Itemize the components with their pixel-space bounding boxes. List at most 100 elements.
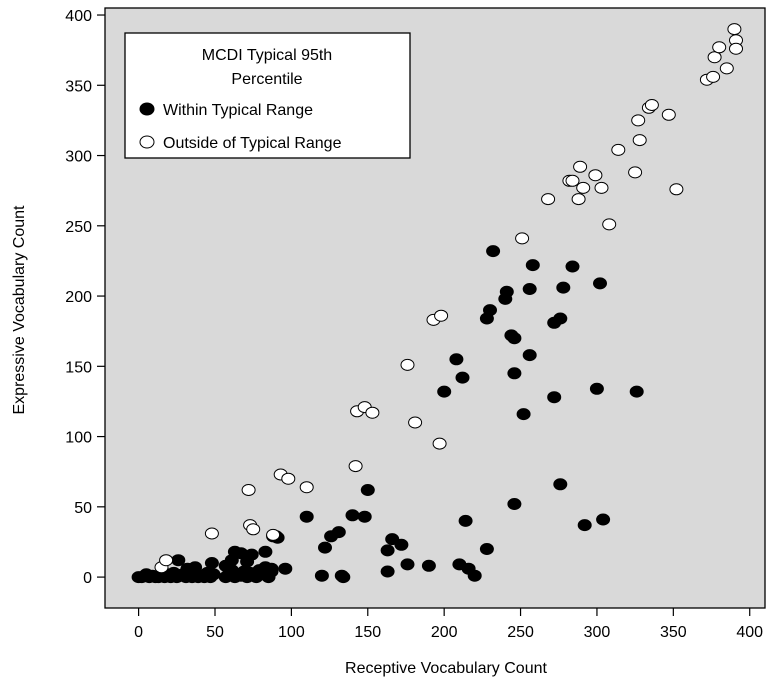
x-tick-label: 400 xyxy=(736,624,763,641)
data-point xyxy=(589,382,604,395)
x-tick-label: 200 xyxy=(431,624,458,641)
data-point xyxy=(432,437,447,450)
data-point xyxy=(331,526,346,539)
data-point xyxy=(516,408,531,421)
legend-title-line1: MCDI Typical 95th xyxy=(202,47,332,64)
data-point xyxy=(486,245,501,258)
data-point xyxy=(556,281,571,294)
legend-label-within: Within Typical Range xyxy=(163,102,313,119)
data-point xyxy=(479,543,494,555)
x-axis-title: Receptive Vocabulary Count xyxy=(345,660,547,677)
data-point xyxy=(631,114,646,127)
data-point xyxy=(628,166,643,179)
data-point xyxy=(719,62,734,75)
data-point xyxy=(204,527,219,540)
y-tick-label: 150 xyxy=(65,359,92,376)
data-point xyxy=(467,569,482,582)
x-tick-label: 250 xyxy=(507,624,534,641)
series-layer xyxy=(131,23,743,584)
y-axis: 0 50 100 150 200 250 300 350 400 xyxy=(65,8,105,587)
data-point xyxy=(360,484,375,496)
y-tick-label: 200 xyxy=(65,289,92,306)
data-point xyxy=(669,183,684,196)
data-point xyxy=(455,371,470,384)
y-tick-label: 300 xyxy=(65,149,92,166)
data-point xyxy=(278,562,293,575)
data-point xyxy=(299,481,314,494)
data-point xyxy=(258,545,273,558)
data-point xyxy=(602,218,617,231)
data-point xyxy=(394,538,409,551)
y-tick-label: 400 xyxy=(65,8,92,25)
data-point xyxy=(345,509,360,522)
data-point xyxy=(299,510,314,523)
y-tick-label: 250 xyxy=(65,219,92,236)
data-point xyxy=(594,181,609,194)
x-tick-label: 0 xyxy=(134,624,143,641)
data-point xyxy=(729,42,743,55)
data-point xyxy=(499,285,514,298)
data-point xyxy=(400,358,415,371)
data-point xyxy=(246,523,261,536)
data-point xyxy=(244,548,259,561)
data-point xyxy=(553,478,568,491)
data-point xyxy=(547,391,562,404)
x-tick-label: 350 xyxy=(660,624,687,641)
data-point xyxy=(458,514,473,527)
data-point xyxy=(200,568,215,581)
data-point xyxy=(593,277,607,290)
x-axis: 0 50 100 150 200 250 300 350 400 xyxy=(134,608,763,641)
data-point xyxy=(596,513,611,526)
data-point xyxy=(336,571,351,584)
data-point xyxy=(661,108,676,121)
data-point xyxy=(507,498,522,510)
data-point xyxy=(507,332,522,345)
data-point xyxy=(449,353,464,366)
data-point xyxy=(727,23,742,36)
series-outside-typical xyxy=(154,23,743,574)
data-point xyxy=(522,283,537,295)
legend-label-outside: Outside of Typical Range xyxy=(163,135,342,152)
data-point xyxy=(264,565,279,578)
data-point xyxy=(644,99,659,111)
data-point xyxy=(588,169,603,182)
data-point xyxy=(380,544,395,557)
data-point xyxy=(577,519,592,532)
x-tick-label: 150 xyxy=(354,624,381,641)
x-tick-label: 100 xyxy=(278,624,305,641)
data-point xyxy=(314,569,329,582)
data-point xyxy=(159,554,174,567)
data-point xyxy=(408,416,423,429)
x-tick-label: 300 xyxy=(584,624,611,641)
data-point xyxy=(400,558,415,571)
data-point xyxy=(712,41,727,54)
data-point xyxy=(357,510,372,523)
data-point xyxy=(365,406,380,419)
data-point xyxy=(348,460,363,473)
y-axis-title: Expressive Vocabulary Count xyxy=(11,205,28,415)
data-point xyxy=(525,259,540,272)
data-point xyxy=(571,193,586,206)
data-point xyxy=(576,181,591,194)
legend-marker-outside xyxy=(139,135,155,149)
data-point xyxy=(266,528,281,541)
y-tick-label: 50 xyxy=(74,500,92,517)
data-point xyxy=(515,232,530,245)
data-point xyxy=(241,484,256,496)
data-point xyxy=(188,561,203,574)
x-tick-label: 50 xyxy=(206,624,224,641)
data-point xyxy=(573,160,588,173)
legend-marker-within xyxy=(139,102,155,116)
legend-box xyxy=(124,32,411,159)
data-point xyxy=(553,312,568,325)
data-point xyxy=(522,349,537,362)
data-point xyxy=(281,472,296,485)
y-tick-label: 100 xyxy=(65,430,92,447)
data-point xyxy=(565,260,580,273)
y-tick-label: 350 xyxy=(65,78,92,95)
data-point xyxy=(507,367,522,380)
series-within-typical xyxy=(131,245,644,584)
data-point xyxy=(629,385,644,398)
data-point xyxy=(706,70,721,83)
